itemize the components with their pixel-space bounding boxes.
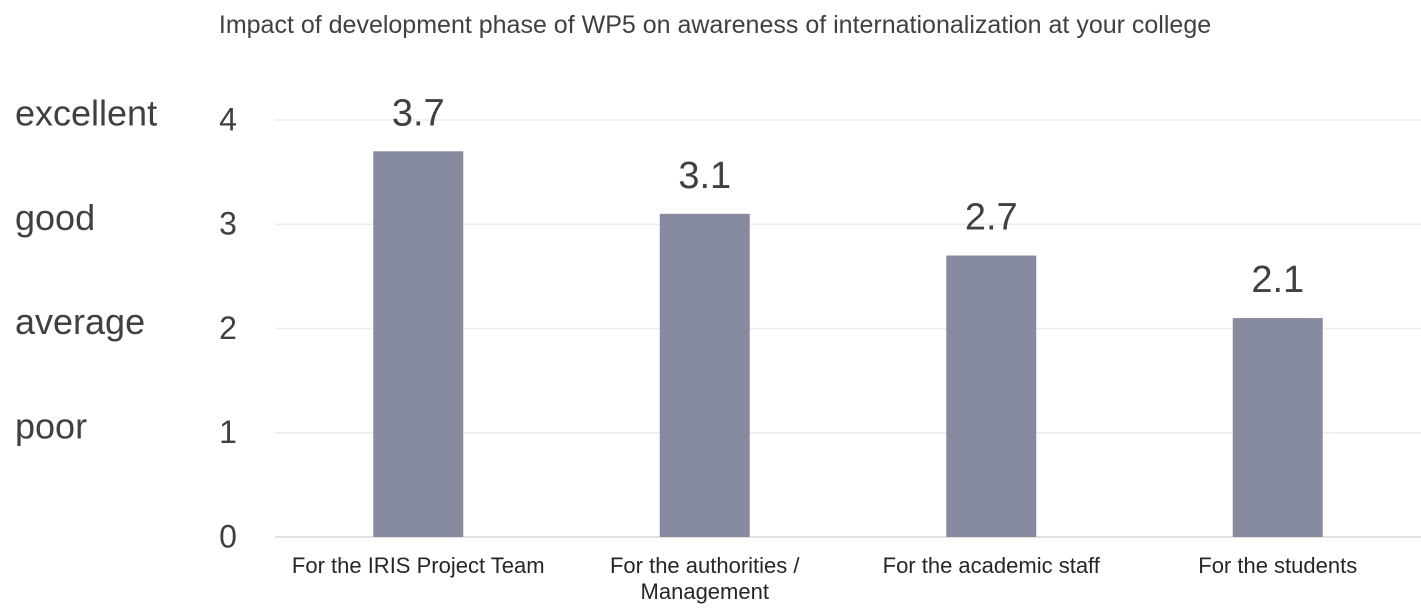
x-tick-label: For the academic staff — [882, 553, 1100, 578]
y-tick-label: 0 — [219, 518, 237, 554]
x-tick-label: For the students — [1198, 553, 1358, 578]
bar — [373, 151, 464, 537]
data-label: 3.1 — [678, 155, 731, 197]
rating-label: excellent — [15, 93, 157, 134]
data-label: 3.7 — [392, 92, 445, 134]
y-tick-label: 1 — [219, 414, 237, 450]
x-tick-label: For the authorities / Management — [609, 553, 800, 604]
chart-title: Impact of development phase of WP5 on aw… — [218, 11, 1212, 39]
data-label: 2.1 — [1251, 259, 1304, 301]
bar — [659, 213, 750, 537]
x-tick-label: For the IRIS Project Team — [291, 553, 545, 578]
y-tick-label: 4 — [219, 101, 237, 137]
rating-label: average — [15, 301, 145, 342]
bar — [1232, 318, 1323, 537]
y-tick-label: 2 — [219, 310, 237, 346]
rating-label: poor — [15, 405, 87, 446]
rating-label: good — [15, 197, 95, 238]
y-tick-label: 3 — [219, 206, 237, 242]
data-label: 2.7 — [965, 197, 1018, 239]
bar — [946, 255, 1037, 537]
